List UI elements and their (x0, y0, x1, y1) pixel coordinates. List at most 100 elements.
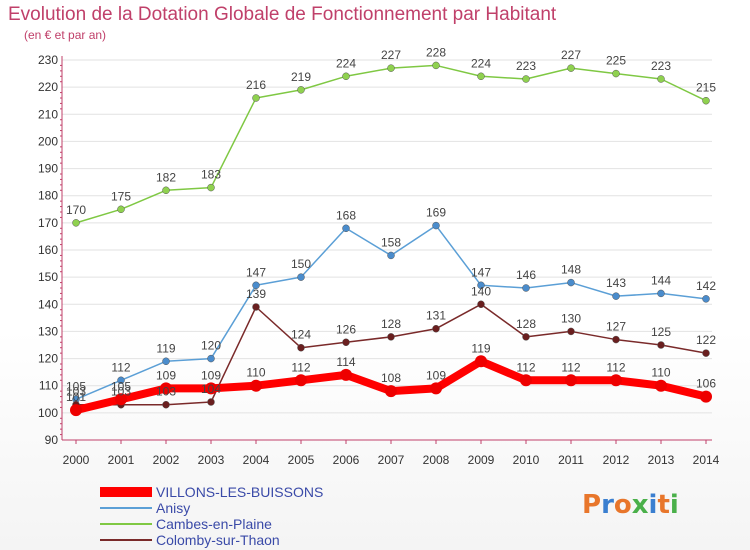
x-tick-label: 2014 (693, 453, 720, 467)
data-point (432, 221, 440, 230)
data-label: 130 (561, 311, 581, 325)
data-point (117, 205, 125, 214)
x-tick-label: 2009 (468, 453, 495, 467)
y-tick-label: 160 (38, 243, 58, 257)
y-tick-label: 120 (38, 352, 58, 366)
data-point (162, 186, 170, 195)
legend-label: VILLONS-LES-BUISSONS (156, 484, 324, 500)
data-point (612, 292, 620, 300)
data-label: 131 (426, 309, 446, 323)
axes: 90 100 110 120 130 140 150 160 170 180 190 200 210 22… (38, 53, 720, 467)
data-point (162, 400, 170, 409)
data-label: 147 (471, 265, 491, 279)
x-tick-label: 2013 (648, 453, 675, 467)
data-label: 114 (336, 355, 355, 369)
data-point (387, 251, 395, 260)
data-point (657, 75, 665, 83)
data-point (477, 300, 485, 309)
data-label: 103 (156, 385, 176, 399)
data-label: 140 (471, 284, 491, 298)
data-label: 126 (336, 322, 356, 336)
data-point (160, 382, 172, 395)
data-point (115, 393, 127, 406)
data-label: 168 (336, 208, 356, 222)
data-point (342, 224, 350, 233)
data-point (522, 333, 530, 341)
y-tick-label: 100 (38, 406, 58, 420)
data-point (702, 295, 710, 303)
data-label: 223 (516, 59, 536, 73)
data-label: 110 (651, 366, 670, 380)
logo-letter: o (613, 490, 632, 520)
data-label: 112 (291, 360, 310, 374)
legend-label: Cambes-en-Plaine (156, 516, 272, 532)
y-tick-label: 230 (38, 53, 58, 67)
legend-item: VILLONS-LES-BUISSONS (100, 484, 430, 500)
logo-letter: P (582, 490, 602, 520)
data-label: 122 (696, 333, 716, 347)
data-point (657, 289, 665, 298)
data-point (522, 75, 530, 83)
series-line (75, 64, 707, 224)
data-point (342, 72, 350, 81)
data-point (342, 338, 350, 347)
data-label: 147 (246, 265, 266, 279)
data-label: 224 (336, 56, 356, 70)
data-point (207, 354, 215, 363)
y-tick-label: 150 (38, 270, 58, 284)
x-tick-label: 2002 (153, 453, 180, 467)
data-label: 101 (66, 390, 86, 404)
x-tick-label: 2008 (423, 453, 450, 467)
data-point (612, 335, 620, 344)
legend-item: Cambes-en-Plaine (100, 516, 430, 532)
data-label: 110 (246, 366, 265, 380)
data-label: 175 (111, 189, 131, 203)
data-label: 124 (291, 328, 311, 342)
legend-swatch (100, 523, 152, 525)
proxiti-logo: Proxiti (582, 490, 679, 520)
data-label: 112 (561, 360, 580, 374)
data-label: 148 (561, 263, 581, 277)
data-point (702, 96, 710, 105)
data-label: 125 (651, 325, 671, 339)
y-tick-label: 180 (38, 189, 58, 203)
data-point (297, 273, 305, 281)
grid-lines (62, 59, 712, 441)
data-point (565, 374, 577, 387)
data-label: 215 (696, 81, 716, 95)
data-point (477, 281, 485, 290)
data-label: 227 (381, 48, 401, 62)
data-label: 225 (606, 54, 626, 68)
x-tick-label: 2003 (198, 453, 225, 467)
data-point (162, 357, 170, 366)
legend: VILLONS-LES-BUISSONS Anisy Cambes-en-Plain… (100, 484, 430, 548)
data-point (432, 61, 440, 70)
data-point (387, 64, 395, 72)
data-point (387, 333, 395, 341)
data-label: 169 (426, 206, 446, 220)
data-point (700, 390, 712, 403)
data-label: 108 (381, 371, 401, 385)
data-label: 119 (156, 341, 175, 355)
data-label: 119 (471, 341, 490, 355)
x-tick-label: 2005 (288, 453, 315, 467)
data-point (117, 376, 125, 385)
data-label: 224 (471, 56, 491, 70)
data-point (252, 303, 260, 311)
data-point (205, 382, 217, 395)
data-point (432, 324, 440, 333)
data-label: 223 (651, 59, 671, 73)
data-label: 150 (291, 257, 311, 271)
data-label: 144 (651, 273, 671, 287)
x-tick-label: 2012 (603, 453, 630, 467)
data-label: 105 (111, 379, 131, 393)
data-point (340, 368, 352, 381)
legend-item: Anisy (100, 500, 430, 516)
legend-label: Anisy (156, 500, 191, 516)
data-point (72, 219, 80, 227)
legend-item: Colomby-sur-Thaon (100, 532, 430, 548)
y-tick-label: 190 (38, 162, 58, 176)
logo-letter: r (601, 490, 614, 520)
data-point (567, 278, 575, 287)
